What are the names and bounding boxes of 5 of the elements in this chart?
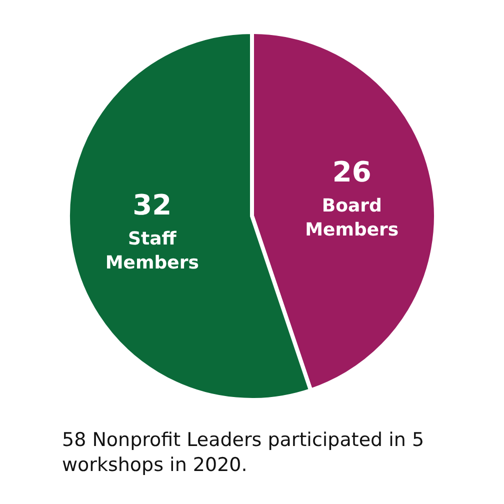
data-label: 32 — [132, 188, 172, 222]
slice-label: Board Members — [305, 196, 399, 241]
slice-label: Staff Members — [105, 228, 199, 274]
text: 58 Nonprofit Leaders participated in 5 workshops in 2020. — [62, 429, 424, 476]
data-label: 26 — [332, 156, 372, 189]
